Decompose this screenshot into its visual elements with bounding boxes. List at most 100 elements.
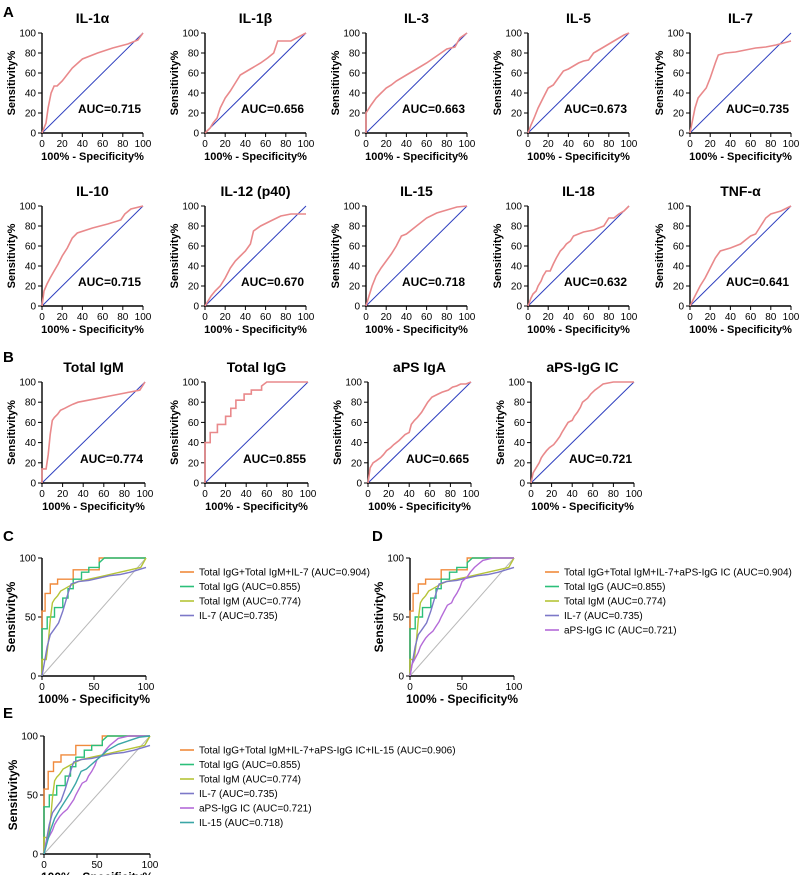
y-tick-label: 100 [667,202,684,213]
x-tick-label: 100 [626,489,643,500]
x-axis-label: 100% - Specificity% [204,151,307,163]
x-tick-label: 0 [525,312,531,323]
x-tick-label: 50 [456,682,468,693]
x-tick-label: 60 [583,139,595,150]
auc-label: AUC=0.670 [241,275,304,289]
y-tick-label: 40 [349,262,361,273]
roc-curve [365,32,468,133]
x-tick-label: 0 [528,489,534,500]
x-tick-label: 100 [300,489,317,500]
x-tick-label: 100 [138,682,155,693]
x-tick-label: 40 [563,139,575,150]
reference-diagonal [527,205,630,307]
x-tick-label: 100 [298,312,315,323]
y-tick-label: 100 [19,29,36,40]
y-tick-label: 40 [511,262,523,273]
roc-curve [527,32,630,134]
y-tick-label: 40 [673,89,685,100]
y-tick-label: 40 [188,262,200,273]
auc-label: AUC=0.632 [564,275,627,289]
x-tick-label: 100 [621,312,638,323]
y-axis-label: Sensitivity% [492,223,504,288]
x-tick-label: 80 [608,489,620,500]
x-tick-label: 80 [765,312,777,323]
x-tick-label: 100 [298,139,315,150]
panel-letter-e: E [3,705,13,722]
y-tick-label: 40 [25,89,37,100]
x-tick-label: 20 [57,139,69,150]
roc-curve-series [41,566,147,677]
x-tick-label: 20 [57,489,69,500]
legend-label: IL-7 (AUC=0.735) [199,611,278,622]
y-tick-label: 100 [19,378,36,389]
x-tick-label: 20 [220,312,232,323]
x-tick-label: 50 [91,860,103,871]
y-tick-label: 20 [349,109,361,120]
y-tick-label: 60 [351,418,363,429]
x-tick-label: 60 [260,139,272,150]
y-tick-label: 60 [25,242,37,253]
y-tick-label: 20 [673,109,685,120]
y-tick-label: 100 [21,732,38,743]
y-tick-label: 40 [514,438,526,449]
y-tick-label: 0 [516,302,522,313]
legend-label: Total IgG+Total IgM+IL-7+aPS-IgG IC (AUC… [564,568,792,579]
y-tick-label: 40 [349,89,361,100]
y-axis-label: Sensitivity% [332,400,344,465]
plot-title: aPS-IgG IC [546,359,618,375]
plot-title: Total IgM [63,359,123,375]
x-tick-label: 20 [543,139,555,150]
auc-label: AUC=0.735 [726,102,789,116]
y-tick-label: 80 [188,222,200,233]
y-tick-label: 60 [511,69,523,80]
x-axis-label: 100% - Specificity% [365,324,468,336]
plot-title: Total IgG [227,359,287,375]
x-tick-label: 20 [381,312,393,323]
x-tick-label: 0 [41,860,47,871]
x-tick-label: 40 [567,489,579,500]
reference-diagonal [530,381,635,484]
y-tick-label: 60 [188,242,200,253]
y-tick-label: 80 [511,49,523,60]
y-tick-label: 0 [678,302,684,313]
y-tick-label: 80 [188,49,200,60]
y-tick-label: 40 [25,262,37,273]
roc-curve [365,205,468,307]
auc-label: AUC=0.721 [569,452,632,466]
legend-label: Total IgM (AUC=0.774) [564,597,666,608]
x-tick-label: 80 [441,312,453,323]
roc-curve-series [409,566,515,677]
x-tick-label: 80 [603,312,615,323]
auc-label: AUC=0.663 [402,102,465,116]
reference-diagonal [689,32,792,134]
y-tick-label: 100 [345,378,362,389]
reference-diagonal [204,381,309,484]
x-tick-label: 100 [783,312,800,323]
reference-diagonal [41,557,147,677]
x-axis-label: 100% - Specificity% [368,501,471,513]
panel-letter-b: B [3,349,14,366]
x-axis-label: 100% - Specificity% [38,692,150,706]
x-axis-label: 100% - Specificity% [41,151,144,163]
roc-curve-series [43,735,151,855]
y-tick-label: 100 [387,554,404,565]
y-tick-label: 60 [514,418,526,429]
reference-diagonal [365,32,468,134]
auc-label: AUC=0.718 [402,275,465,289]
y-tick-label: 60 [673,69,685,80]
x-tick-label: 20 [381,139,393,150]
x-tick-label: 40 [725,312,737,323]
roc-curve-series [409,557,514,676]
y-tick-label: 40 [25,438,37,449]
roc-curve [41,205,144,307]
y-tick-label: 100 [343,202,360,213]
y-tick-label: 20 [511,109,523,120]
x-tick-label: 0 [39,682,45,693]
y-axis-label: Sensitivity% [169,50,181,115]
y-tick-label: 80 [25,398,37,409]
